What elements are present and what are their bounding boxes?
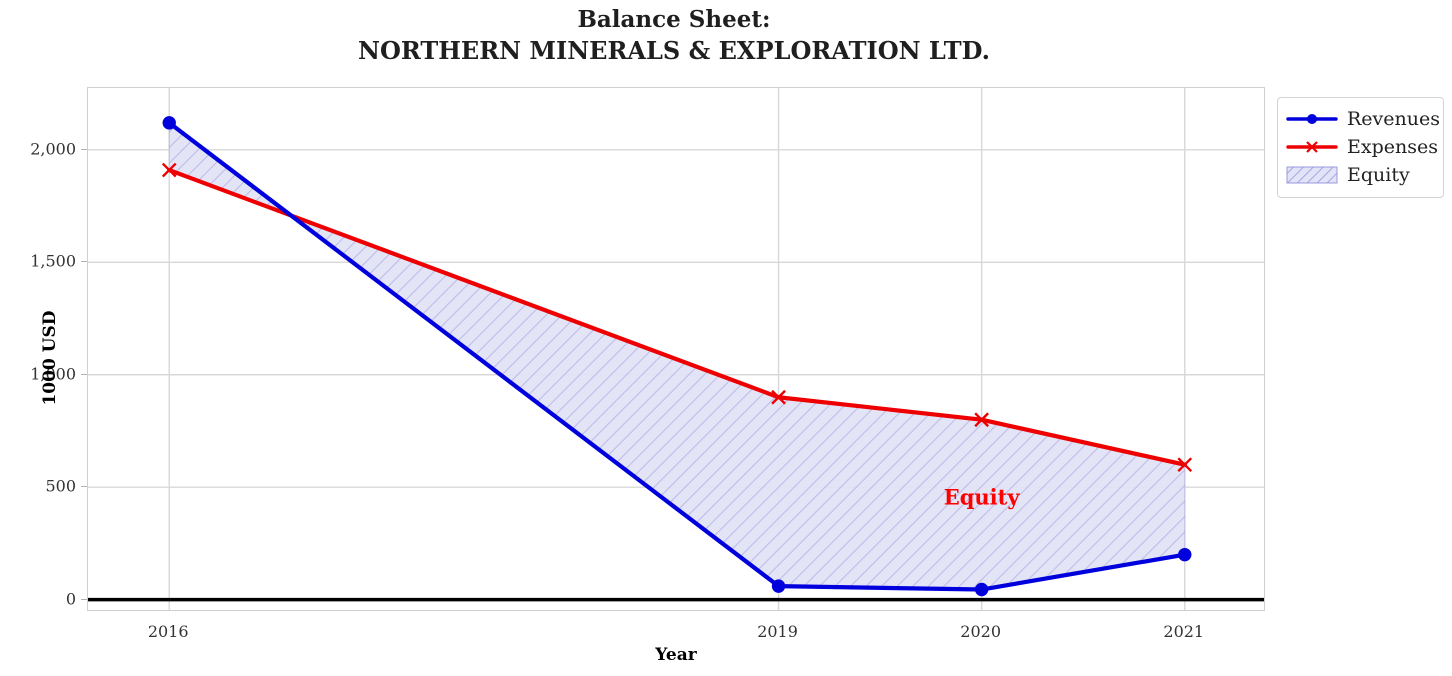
legend-swatch-revenues-icon (1286, 108, 1338, 130)
y-tick-label-1,000: 1,000 (30, 364, 76, 384)
legend-label-expenses: Expenses (1347, 136, 1438, 158)
series-line-expenses (167, 167, 1187, 467)
data-point-expenses-2019 (771, 389, 786, 405)
legend-item-expenses[interactable]: Expenses (1286, 133, 1438, 161)
plot-area: Equity (87, 87, 1265, 611)
legend-item-equity[interactable]: Equity (1286, 161, 1435, 189)
chart-title: Balance Sheet: NORTHERN MINERALS & EXPLO… (0, 4, 1348, 66)
y-axis-tick-labels: 0 500 1,000 1,500 2,000 (0, 0, 76, 676)
data-point-revenues-2020 (974, 582, 989, 597)
legend-label-revenues: Revenues (1347, 108, 1440, 130)
y-tick-mark-1,000 (81, 373, 87, 375)
legend-item-revenues[interactable]: Revenues (1286, 105, 1440, 133)
y-tick-mark-500 (81, 486, 87, 488)
chart-title-line-2: NORTHERN MINERALS & EXPLORATION LTD. (358, 36, 990, 65)
y-tick-label-1,500: 1,500 (30, 251, 76, 271)
y-tick-label-2,000: 2,000 (30, 139, 76, 159)
y-tick-mark-2,000 (81, 148, 87, 150)
chart-legend: Revenues Expenses Equity (1277, 97, 1444, 198)
equity-annotation-label: Equity (943, 484, 1020, 510)
data-point-expenses-2021 (1177, 457, 1193, 473)
series-line-revenues (167, 120, 1187, 592)
y-tick-label-500: 500 (45, 476, 76, 496)
data-point-expenses-2020 (974, 412, 990, 428)
data-point-revenues-2016 (162, 116, 176, 130)
chart-title-line-1: Balance Sheet: (577, 6, 771, 33)
equity-band (168, 121, 1186, 591)
x-tick-label-2016: 2016 (147, 622, 189, 641)
x-tick-label-2020: 2020 (960, 622, 1001, 641)
data-point-expenses-2016 (161, 162, 177, 178)
y-tick-label-0: 0 (65, 589, 76, 609)
legend-label-equity: Equity (1347, 164, 1410, 186)
legend-swatch-equity-icon (1286, 164, 1338, 186)
equity-area-band (168, 121, 1186, 591)
x-axis-label: Year (655, 645, 697, 665)
x-tick-label-2021: 2021 (1163, 622, 1205, 641)
series-layer (161, 116, 1193, 597)
chart-canvas (88, 88, 1264, 610)
y-tick-mark-1,500 (81, 261, 87, 263)
x-tick-label-2019: 2019 (757, 622, 798, 641)
y-axis-label: 1000 USD (40, 310, 60, 406)
data-point-revenues-2021 (1178, 547, 1192, 562)
y-tick-mark-0 (81, 598, 87, 600)
data-point-revenues-2019 (771, 579, 786, 593)
legend-swatch-expenses-icon (1286, 136, 1338, 158)
